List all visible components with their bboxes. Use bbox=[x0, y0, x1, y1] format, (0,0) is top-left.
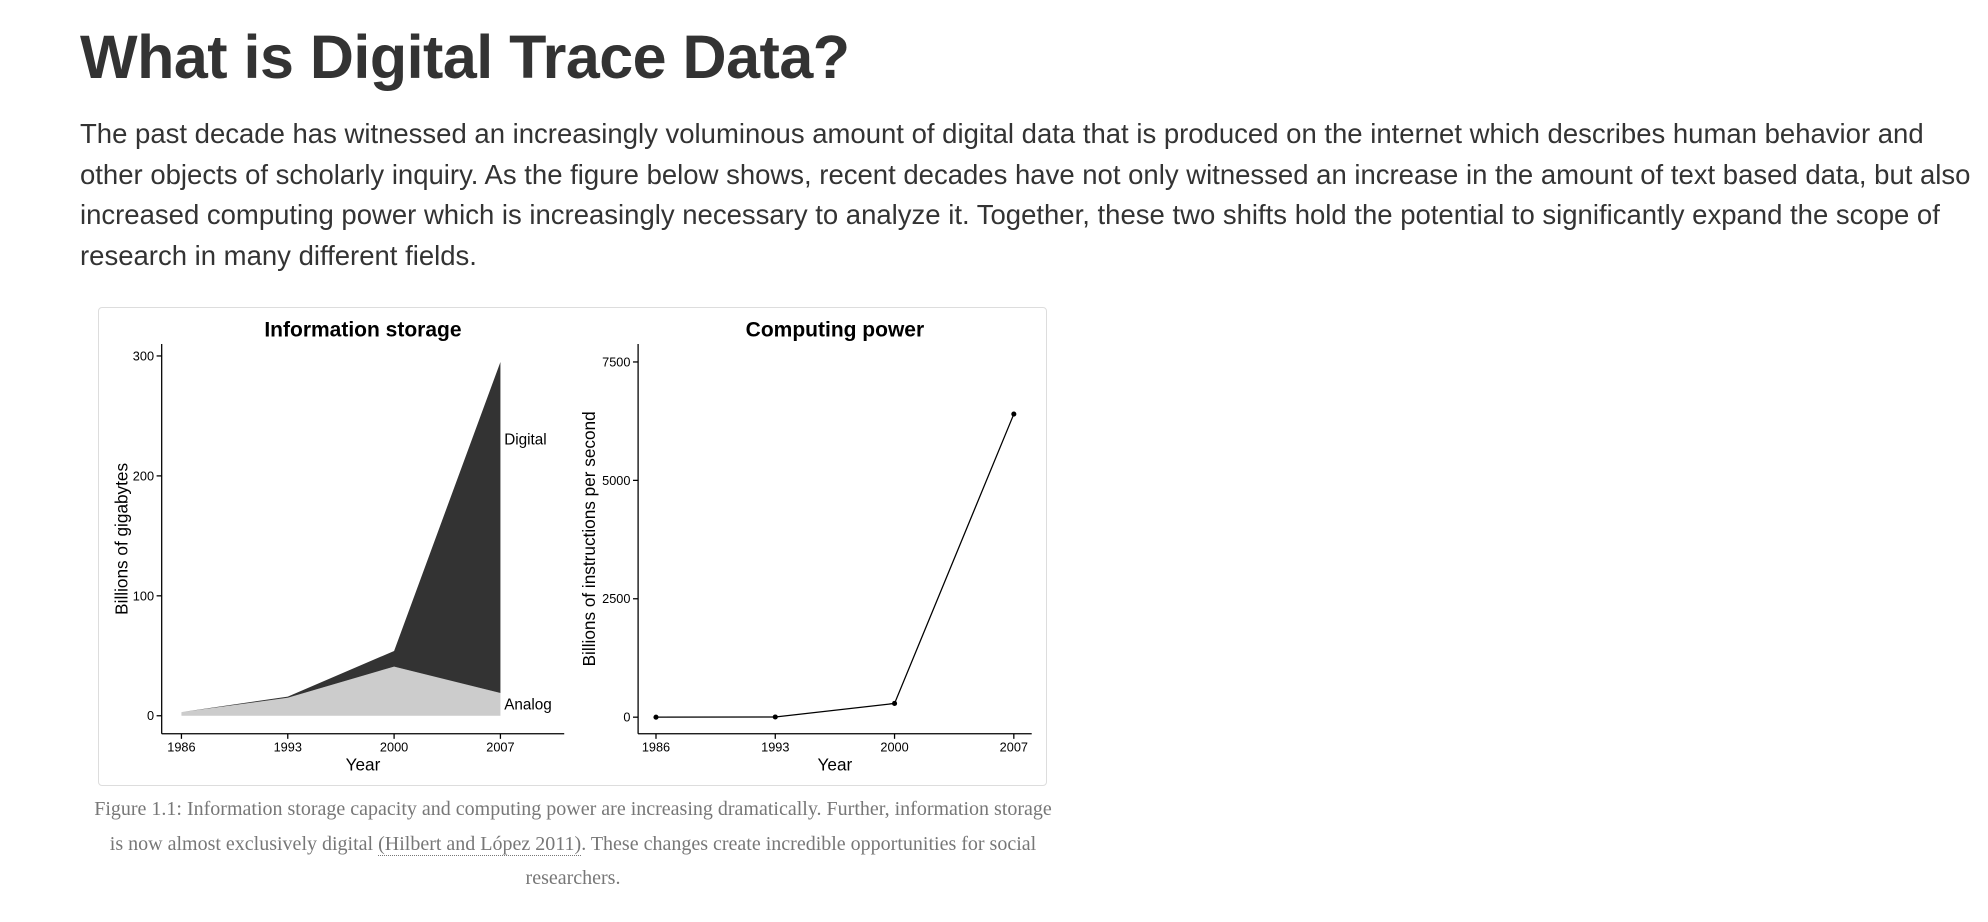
y-tick-label: 5000 bbox=[602, 473, 630, 488]
y-tick-label: 100 bbox=[133, 588, 154, 603]
y-tick-label: 7500 bbox=[602, 354, 630, 369]
paragraph: The past decade has witnessed an increas… bbox=[80, 118, 1971, 271]
x-tick-label: 2000 bbox=[380, 740, 408, 755]
x-tick-label: 2007 bbox=[1000, 740, 1028, 755]
line bbox=[655, 413, 1015, 718]
y-axis-label: Billions of gigabytes bbox=[111, 463, 131, 615]
y-tick-label: 200 bbox=[133, 468, 154, 483]
caption-text: Figure 1.1: Information storage capacity… bbox=[94, 798, 1052, 855]
x-tick-label: 2000 bbox=[880, 740, 908, 755]
point bbox=[891, 700, 898, 706]
caption: Figure 1.1: Information storage capacity… bbox=[93, 792, 1053, 896]
x-tick-label: 1993 bbox=[761, 740, 789, 755]
y-tick-label: 0 bbox=[623, 710, 630, 725]
point bbox=[772, 714, 778, 720]
y-tick-label: 2500 bbox=[602, 591, 630, 606]
caption-text: . These changes create incredible opport… bbox=[525, 832, 1037, 890]
chart-title: Information storage bbox=[264, 318, 461, 341]
heading: What is Digital Trace Data? bbox=[80, 23, 850, 91]
x-axis-label: Year bbox=[818, 755, 853, 775]
series-label: Analog bbox=[504, 696, 552, 713]
point bbox=[1011, 411, 1017, 417]
figure: Information storage Year Billions of gigab… bbox=[98, 307, 1047, 786]
y-tick-label: 0 bbox=[147, 708, 154, 723]
chart-title: Computing power bbox=[746, 318, 924, 341]
point bbox=[653, 714, 659, 720]
y-tick-label: 300 bbox=[133, 348, 154, 363]
area bbox=[181, 666, 501, 716]
x-tick-label: 1986 bbox=[642, 740, 670, 755]
x-tick-label: 2007 bbox=[486, 740, 514, 755]
x-tick-label: 1993 bbox=[274, 740, 302, 755]
series-label: Digital bbox=[504, 432, 546, 449]
figure-charts: Information storage Year Billions of gigab… bbox=[111, 318, 1032, 775]
x-axis-label: Year bbox=[346, 755, 381, 775]
y-axis-label: Billions of instructions per second bbox=[579, 411, 599, 666]
citation[interactable]: (Hilbert and López 2011) bbox=[378, 832, 582, 856]
area bbox=[181, 361, 501, 713]
x-tick-label: 1986 bbox=[167, 740, 195, 755]
